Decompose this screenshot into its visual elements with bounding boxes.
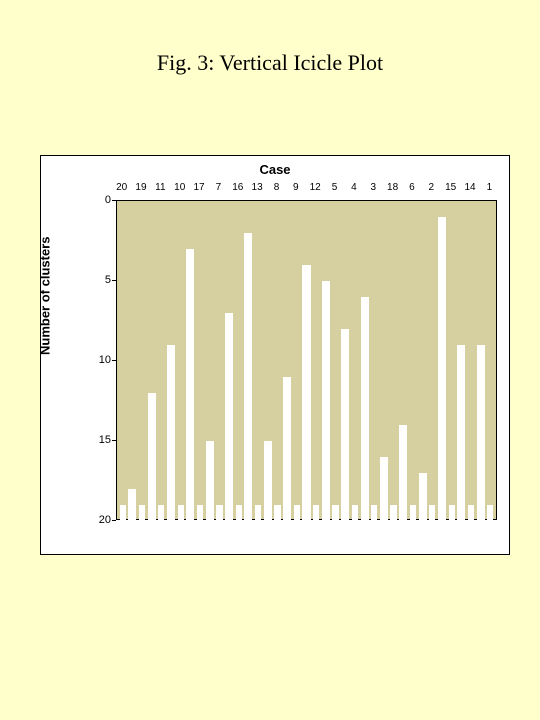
x-tick-label: 18: [387, 182, 398, 193]
x-tick-label: 14: [464, 182, 475, 193]
chart-panel: Case Number of clusters 2019111017716138…: [40, 155, 510, 555]
case-column: [158, 505, 164, 521]
x-axis-title: Case: [41, 162, 509, 177]
gap-column: [399, 425, 407, 521]
case-column: [429, 505, 435, 521]
y-tick-mark: [112, 280, 116, 281]
gap-column: [264, 441, 272, 521]
case-column: [449, 505, 455, 521]
x-tick-label: 9: [293, 182, 299, 193]
case-column: [332, 505, 338, 521]
case-column: [197, 505, 203, 521]
x-tick-label: 4: [351, 182, 357, 193]
case-column: [178, 505, 184, 521]
case-column: [410, 505, 416, 521]
gap-column: [380, 457, 388, 521]
case-column: [294, 505, 300, 521]
case-column: [352, 505, 358, 521]
gap-column: [206, 441, 214, 521]
case-column: [120, 505, 126, 521]
page: Fig. 3: Vertical Icicle Plot Case Number…: [0, 0, 540, 720]
gap-column: [244, 233, 252, 521]
x-tick-label: 1: [487, 182, 493, 193]
case-column: [468, 505, 474, 521]
y-tick-mark: [112, 520, 116, 521]
gap-column: [322, 281, 330, 521]
y-tick-mark: [112, 360, 116, 361]
y-tick-label: 5: [81, 274, 111, 286]
gap-column: [128, 489, 136, 521]
y-tick-label: 0: [81, 194, 111, 206]
y-tick-mark: [112, 440, 116, 441]
x-tick-label: 2: [429, 182, 435, 193]
y-axis-title: Number of clusters: [38, 237, 53, 355]
gap-column: [148, 393, 156, 521]
case-column: [236, 505, 242, 521]
x-tick-labels: 20 19 11 10 17 7 16 13 8 9 12 5 4 3 18 6 2 15 14 1: [116, 182, 497, 198]
gap-column: [167, 345, 175, 521]
x-tick-label: 10: [174, 182, 185, 193]
gap-column: [225, 313, 233, 521]
plot-area: [116, 200, 497, 520]
x-tick-label: 5: [332, 182, 338, 193]
gap-column: [457, 345, 465, 521]
gap-column: [283, 377, 291, 521]
y-tick-mark: [112, 200, 116, 201]
x-tick-label: 13: [252, 182, 263, 193]
x-tick-label: 17: [193, 182, 204, 193]
gap-column: [419, 473, 427, 521]
x-tick-label: 7: [216, 182, 222, 193]
gap-column: [341, 329, 349, 521]
case-column: [313, 505, 319, 521]
x-tick-label: 16: [232, 182, 243, 193]
case-column: [390, 505, 396, 521]
case-column: [255, 505, 261, 521]
case-column: [139, 505, 145, 521]
case-column: [371, 505, 377, 521]
y-tick-label: 15: [81, 434, 111, 446]
y-tick-label: 10: [81, 354, 111, 366]
gap-column: [477, 345, 485, 521]
x-tick-label: 19: [135, 182, 146, 193]
x-tick-label: 12: [310, 182, 321, 193]
x-tick-label: 20: [116, 182, 127, 193]
gap-column: [186, 249, 194, 521]
gap-column: [361, 297, 369, 521]
gap-column: [302, 265, 310, 521]
y-tick-label: 20: [81, 514, 111, 526]
figure-caption: Fig. 3: Vertical Icicle Plot: [0, 50, 540, 76]
x-tick-label: 6: [409, 182, 415, 193]
case-column: [487, 505, 493, 521]
x-tick-label: 3: [370, 182, 376, 193]
x-tick-label: 15: [445, 182, 456, 193]
x-tick-label: 11: [155, 182, 165, 193]
x-tick-label: 8: [274, 182, 280, 193]
case-column: [274, 505, 280, 521]
gap-column: [438, 217, 446, 521]
case-column: [216, 505, 222, 521]
